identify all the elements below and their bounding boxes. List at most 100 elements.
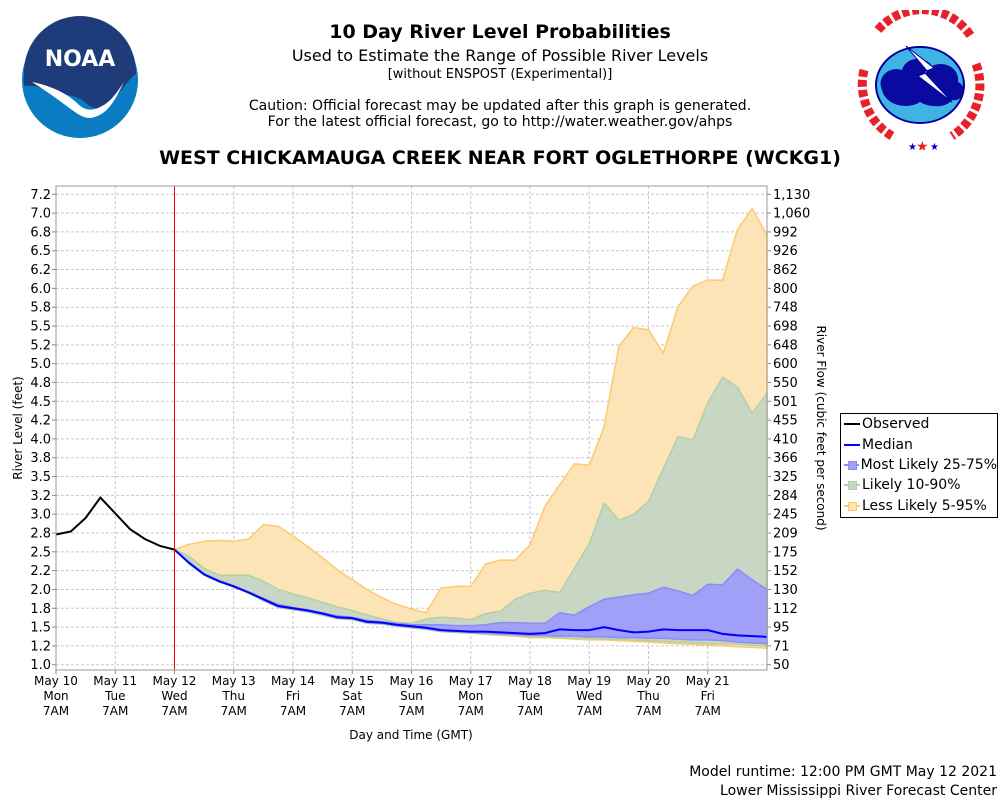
y-right-tick-label: 600	[773, 357, 798, 372]
x-tick-label: 7AM	[161, 704, 187, 718]
y-tick-label: 5.5	[30, 320, 51, 335]
x-tick-label: Sat	[342, 689, 362, 703]
y-right-tick-label: 175	[773, 545, 798, 560]
x-tick-label: Wed	[576, 689, 602, 703]
y-right-tick-label: 455	[773, 414, 798, 429]
x-tick-label: 7AM	[221, 704, 247, 718]
x-tick-label: Tue	[519, 689, 541, 703]
y-right-tick-label: 800	[773, 282, 798, 297]
y-right-tick-label: 1,060	[773, 207, 810, 222]
y-tick-label: 2.5	[30, 545, 51, 560]
band-25-75-swatch	[844, 460, 859, 470]
band-10-90-swatch	[844, 481, 860, 491]
y-tick-label: 6.5	[30, 244, 51, 259]
y-right-tick-label: 366	[773, 451, 798, 466]
x-tick-label: Thu	[221, 689, 245, 703]
y-right-tick-label: 130	[773, 583, 798, 598]
legend-label: Less Likely 5-95%	[862, 497, 987, 514]
noaa-logo: NOAA	[12, 12, 148, 148]
y-axis-title: River Level (feet)	[11, 376, 25, 479]
y-tick-label: 6.2	[30, 263, 51, 278]
x-tick-label: 7AM	[339, 704, 365, 718]
y-right-tick-label: 698	[773, 320, 798, 335]
median-swatch	[844, 443, 860, 446]
x-tick-label: May 11	[93, 674, 137, 688]
x-tick-label: May 18	[508, 674, 552, 688]
x-tick-label: 7AM	[576, 704, 602, 718]
legend-label: Most Likely 25-75%	[860, 456, 997, 473]
y-tick-label: 4.0	[30, 432, 51, 447]
x-tick-label: Tue	[104, 689, 126, 703]
y-right-tick-label: 550	[773, 376, 798, 391]
y-tick-label: 2.8	[30, 527, 51, 542]
svg-text:★: ★	[908, 142, 917, 150]
x-tick-label: May 15	[330, 674, 374, 688]
x-tick-label: 7AM	[43, 704, 69, 718]
x-tick-label: May 21	[686, 674, 730, 688]
legend-item-25-75: Most Likely 25-75%	[841, 455, 997, 475]
model-runtime: Model runtime: 12:00 PM GMT May 12 2021	[689, 764, 997, 780]
x-tick-label: May 12	[153, 674, 197, 688]
band-5-95	[173, 207, 768, 649]
x-tick-label: Thu	[636, 689, 660, 703]
x-tick-label: May 20	[627, 674, 671, 688]
legend-label: Likely 10-90%	[862, 477, 961, 494]
x-tick-label: 7AM	[635, 704, 661, 718]
x-tick-label: Fri	[701, 689, 715, 703]
y-right-tick-label: 748	[773, 301, 798, 316]
chart-note: [without ENSPOST (Experimental)]	[387, 67, 613, 82]
plot-area	[56, 186, 767, 670]
y-right-tick-label: 209	[773, 527, 798, 542]
x-tick-label: 7AM	[280, 704, 306, 718]
x-tick-label: Sun	[400, 689, 423, 703]
legend-item-median: Median	[841, 434, 997, 454]
y-right-tick-label: 325	[773, 470, 798, 485]
x-tick-label: May 16	[390, 674, 434, 688]
y-tick-label: 7.0	[30, 207, 51, 222]
y-tick-label: 1.8	[30, 602, 51, 617]
x-axis-title: Day and Time (GMT)	[349, 728, 473, 742]
y-right-tick-label: 501	[773, 395, 798, 410]
y-right-tick-label: 1,130	[773, 188, 810, 203]
legend-item-5-95: Less Likely 5-95%	[841, 496, 997, 516]
svg-text:★: ★	[916, 139, 929, 150]
y-tick-label: 3.5	[30, 470, 51, 485]
y-right-tick-label: 112	[773, 602, 798, 617]
x-tick-label: May 14	[271, 674, 315, 688]
y-tick-label: 4.2	[30, 414, 51, 429]
x-tick-label: 7AM	[517, 704, 543, 718]
x-tick-label: May 10	[34, 674, 78, 688]
y-right-tick-label: 992	[773, 225, 798, 240]
legend-item-10-90: Likely 10-90%	[841, 475, 997, 495]
x-tick-label: May 17	[449, 674, 493, 688]
x-tick-label: May 13	[212, 674, 256, 688]
y-right-tick-label: 152	[773, 564, 798, 579]
plot-border	[55, 185, 768, 671]
y-tick-label: 6.8	[30, 225, 51, 240]
band-10-90	[173, 376, 768, 647]
svg-text:★: ★	[930, 142, 939, 150]
legend-label: Median	[862, 436, 913, 453]
y-tick-label: 1.0	[30, 658, 51, 673]
nws-logo: ★ ★ ★	[856, 10, 986, 150]
y-tick-label: 5.0	[30, 357, 51, 372]
x-tick-label: 7AM	[102, 704, 128, 718]
y-right-tick-label: 926	[773, 244, 798, 259]
x-tick-label: Mon	[43, 689, 68, 703]
chart-title: 10 Day River Level Probabilities	[329, 21, 671, 43]
x-tick-label: 7AM	[695, 704, 721, 718]
svg-text:NOAA: NOAA	[45, 47, 116, 72]
y-tick-label: 3.2	[30, 489, 51, 504]
chart-subtitle: Used to Estimate the Range of Possible R…	[291, 46, 709, 65]
y-tick-label: 5.8	[30, 301, 51, 316]
y-tick-label: 7.2	[30, 188, 51, 203]
y-tick-label: 5.2	[30, 338, 51, 353]
y-right-tick-label: 862	[773, 263, 798, 278]
legend: Observed Median Most Likely 25-75% Likel…	[840, 413, 998, 518]
y-tick-label: 3.0	[30, 508, 51, 523]
x-tick-label: May 19	[567, 674, 611, 688]
median-line	[173, 548, 768, 638]
x-tick-label: Fri	[286, 689, 300, 703]
y-tick-label: 3.8	[30, 451, 51, 466]
y-tick-label: 6.0	[30, 282, 51, 297]
